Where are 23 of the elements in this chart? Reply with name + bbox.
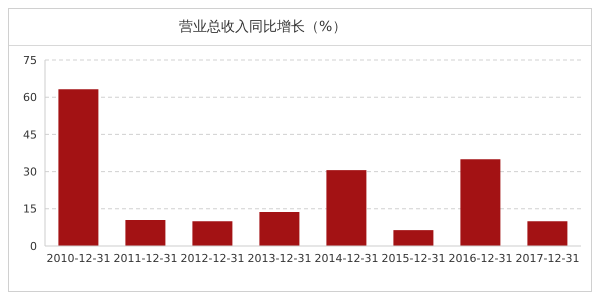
bar	[259, 212, 300, 246]
bar	[125, 220, 166, 246]
x-tick-label: 2017-12-31	[516, 252, 580, 265]
bar	[58, 89, 98, 246]
bar	[527, 221, 568, 246]
bar	[460, 159, 500, 246]
x-tick-label: 2010-12-31	[46, 252, 110, 265]
bar	[326, 170, 366, 246]
bar	[393, 230, 434, 246]
x-tick-label: 2016-12-31	[448, 252, 512, 265]
bar	[192, 221, 232, 246]
x-tick-label: 2015-12-31	[382, 252, 446, 265]
x-tick-label: 2013-12-31	[248, 252, 312, 265]
x-tick-label: 2012-12-31	[180, 252, 244, 265]
chart-title: 营业总收入同比增长（%）	[9, 9, 591, 46]
y-tick-label: 15	[23, 202, 37, 216]
y-tick-label: 45	[23, 128, 37, 142]
y-tick-label: 75	[23, 54, 37, 67]
x-tick-label: 2014-12-31	[314, 252, 378, 265]
x-tick-label: 2011-12-31	[114, 252, 178, 265]
y-tick-label: 0	[30, 240, 37, 253]
y-tick-label: 30	[23, 166, 37, 179]
y-tick-label: 60	[23, 91, 37, 104]
